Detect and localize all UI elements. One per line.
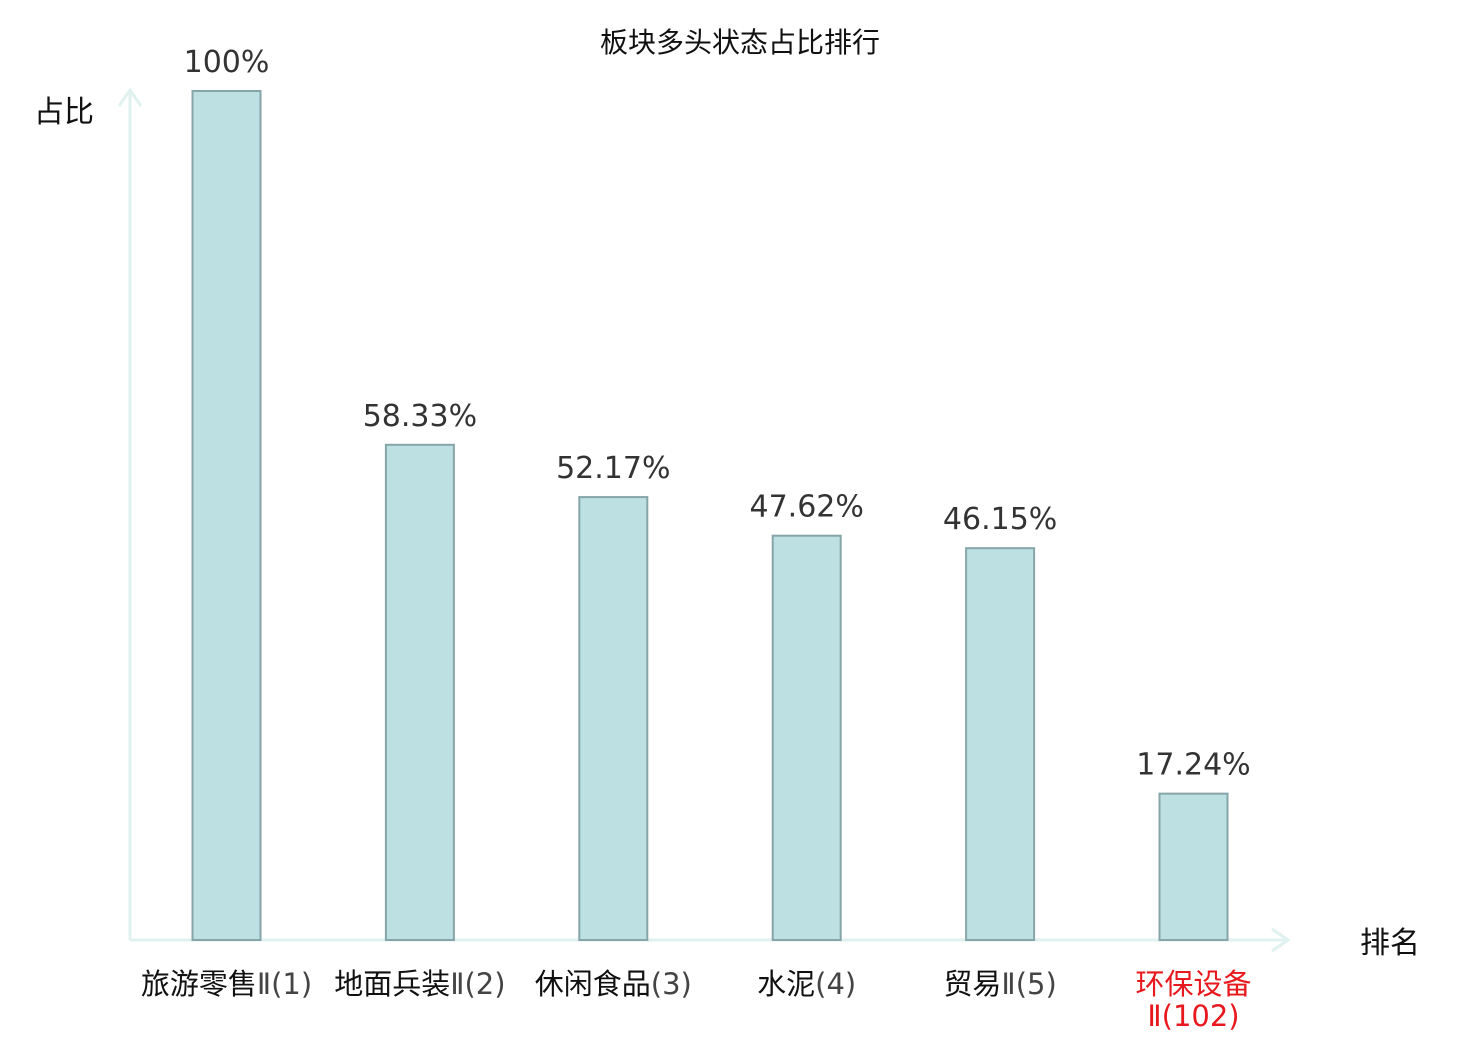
bar-4 — [771, 534, 842, 941]
category-name-6: 环保设备 — [1135, 967, 1251, 1001]
category-labels: 旅游零售Ⅱ(1) 地面兵装Ⅱ(2) 休闲食品(3) 水泥(4) 贸易Ⅱ(5) 环保设备 Ⅱ(… — [141, 967, 1252, 1033]
category-rank-1: Ⅱ(1) — [257, 967, 312, 1001]
category-rank-5: Ⅱ(5) — [1001, 967, 1056, 1001]
bar-1 — [191, 90, 262, 941]
value-label-3: 52.17% — [556, 451, 670, 486]
x-axis — [130, 927, 1291, 953]
category-label-3: 休闲食品(3) — [535, 967, 692, 1001]
category-rank-4: (4) — [815, 967, 856, 1001]
x-axis-arrow — [1271, 927, 1291, 953]
y-axis — [117, 87, 143, 940]
value-label-2: 58.33% — [363, 399, 477, 434]
category-rank-6: Ⅱ(102) — [1147, 999, 1239, 1033]
bar-5 — [965, 547, 1036, 942]
y-axis-arrow — [117, 87, 143, 107]
category-name-3: 休闲食品 — [535, 967, 651, 1001]
value-label-1: 100% — [184, 45, 270, 80]
category-rank-3: (3) — [651, 967, 692, 1001]
bar-2 — [384, 443, 455, 941]
bar-3 — [578, 496, 649, 941]
value-labels: 100% 58.33% 52.17% 47.62% 46.15% 17.24% — [184, 45, 1251, 783]
bar-6 — [1158, 792, 1229, 941]
bars — [191, 90, 1229, 942]
category-name-1: 旅游零售 — [141, 967, 257, 1001]
category-label-6: 环保设备 Ⅱ(102) — [1135, 967, 1251, 1033]
category-name-4: 水泥 — [757, 967, 815, 1001]
category-name-2: 地面兵装 — [334, 967, 450, 1001]
value-label-6: 17.24% — [1136, 748, 1250, 783]
category-label-4: 水泥(4) — [757, 967, 856, 1001]
category-label-2: 地面兵装Ⅱ(2) — [334, 967, 505, 1001]
y-axis-title: 占比 — [34, 95, 94, 130]
chart-title: 板块多头状态占比排行 — [600, 26, 880, 59]
category-label-1: 旅游零售Ⅱ(1) — [141, 967, 312, 1001]
value-label-5: 46.15% — [943, 502, 1057, 537]
value-label-4: 47.62% — [750, 490, 864, 525]
category-name-5: 贸易 — [943, 967, 1001, 1001]
x-axis-title: 排名 — [1360, 926, 1420, 961]
category-rank-2: Ⅱ(2) — [450, 967, 505, 1001]
category-label-5: 贸易Ⅱ(5) — [943, 967, 1056, 1001]
